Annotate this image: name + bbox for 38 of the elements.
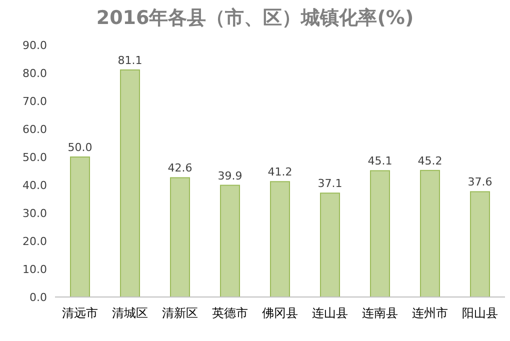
x-tick-label: 清新区 xyxy=(162,306,198,320)
chart-title: 2016年各县（市、区）城镇化率(%) xyxy=(96,7,414,29)
x-tick-label: 连州市 xyxy=(412,306,448,320)
bar xyxy=(120,69,140,298)
x-tick-label: 连南县 xyxy=(362,306,398,320)
data-label: 41.2 xyxy=(268,166,292,179)
y-tick-label: 90.0 xyxy=(22,39,47,52)
x-tick-label: 清远市 xyxy=(62,306,98,320)
x-tick-label: 佛冈县 xyxy=(262,306,298,320)
y-tick-label: 50.0 xyxy=(22,151,47,164)
bar xyxy=(70,156,90,298)
data-label: 39.9 xyxy=(218,169,242,182)
data-label: 37.6 xyxy=(468,176,492,189)
bar xyxy=(370,170,390,298)
x-tick-label: 英德市 xyxy=(212,306,248,320)
data-label: 37.1 xyxy=(318,177,342,190)
bar xyxy=(470,191,490,298)
y-tick-label: 20.0 xyxy=(22,235,47,248)
y-tick-label: 0.0 xyxy=(30,291,47,304)
y-tick-label: 30.0 xyxy=(22,207,47,220)
x-tick-label: 清城区 xyxy=(112,306,148,320)
y-tick-label: 70.0 xyxy=(22,95,47,108)
y-tick-label: 80.0 xyxy=(22,67,47,80)
x-tick-label: 阳山县 xyxy=(462,306,498,320)
bar xyxy=(220,184,240,298)
x-tick-label: 连山县 xyxy=(312,306,348,320)
y-tick-label: 60.0 xyxy=(22,123,47,136)
bar xyxy=(320,192,340,298)
data-label: 42.6 xyxy=(168,162,192,175)
y-tick-label: 10.0 xyxy=(22,263,47,276)
data-label: 45.1 xyxy=(368,154,392,168)
data-label: 81.1 xyxy=(118,54,142,67)
data-label: 50.0 xyxy=(68,141,92,154)
data-label: 45.2 xyxy=(418,154,442,168)
bar xyxy=(420,170,440,298)
bar xyxy=(170,177,190,298)
bar xyxy=(270,181,290,298)
y-tick-label: 40.0 xyxy=(22,179,47,192)
